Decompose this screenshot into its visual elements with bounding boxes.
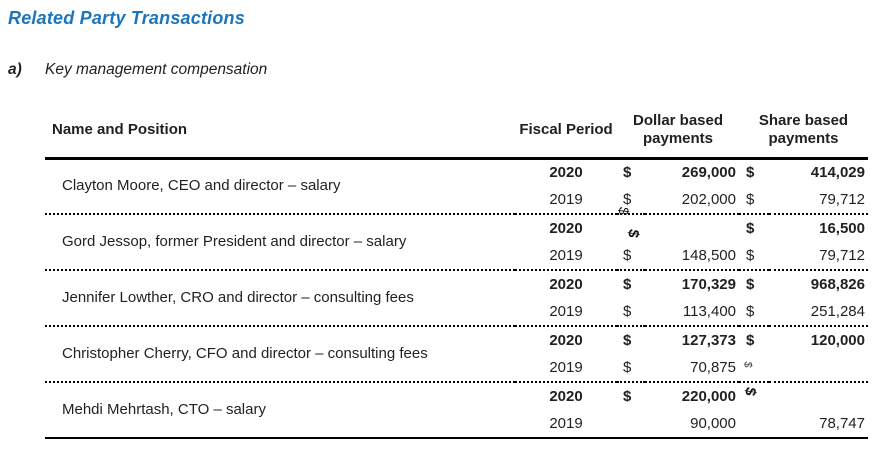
name-mehdi-mehrtash: Mehdi Mehrtash, CTO – salary [45,381,515,438]
dollar-sign: $ [739,213,769,242]
table-header-row: Name and Position Fiscal Period Dollar b… [45,104,868,158]
fiscal-year: 2020 [515,325,617,354]
table-row: Christopher Cherry, CFO and director – c… [45,325,868,382]
table-row: Mehdi Mehrtash, CTO – salary 2020 $ 220,… [45,381,868,438]
share-amount: 120,000 [769,325,868,354]
dollar-amount: 70,875 [690,359,736,376]
dollar-amount: 113,400 [682,303,736,320]
dollar-sign [739,381,769,410]
share-amount: 79,712 [819,247,865,264]
name-clayton-moore: Clayton Moore, CEO and director – salary [62,177,341,195]
fiscal-year: 2019 [549,303,583,320]
header-dollar-based-payments: Dollar based payments [632,111,724,148]
dollar-amount: 220,000 [645,381,739,410]
table-row: 2019 $ 148,500 $ 79,712 [45,242,868,270]
fiscal-year: 2020 [549,164,583,182]
table-row: 2019 $ 113,400 $ 251,284 [45,298,868,326]
dollar-sign: $ [623,164,632,182]
share-amount: 251,284 [810,303,865,320]
header-fiscal-period: Fiscal Period [519,120,613,138]
name-jennifer-lowther: Jennifer Lowther, CRO and director – con… [45,269,515,326]
dollar-amount: 202,000 [681,191,736,208]
fiscal-year: 2019 [549,191,583,208]
fiscal-year: 2020 [515,381,617,410]
table-row: Gord Jessop, former President and direct… [45,213,868,270]
dollar-amount: 127,373 [645,325,739,354]
table-row: Clayton Moore, CEO and director – salary… [45,158,868,194]
name-christopher-cherry: Christopher Cherry, CFO and director – c… [45,325,515,382]
fiscal-year: 2020 [515,213,617,242]
dollar-amount [645,213,739,242]
dollar-sign: $ [739,325,769,354]
dollar-sign: $ [746,164,755,182]
share-amount: 414,029 [810,164,865,182]
fiscal-year: 2020 [515,269,617,298]
dollar-sign [739,354,769,382]
name-gord-jessop: Gord Jessop, former President and direct… [45,213,515,270]
compensation-table: Name and Position Fiscal Period Dollar b… [45,104,868,439]
table-row: 2019 90,000 78,747 [45,410,868,438]
section-heading: a) Key management compensation [8,61,267,79]
dollar-sign: $ [617,381,645,410]
dollar-sign [617,213,645,242]
dollar-sign: $ [617,269,645,298]
table-row: Jennifer Lowther, CRO and director – con… [45,269,868,326]
dollar-sign: $ [746,191,755,208]
dollar-sign: $ [617,325,645,354]
fiscal-year: 2019 [549,247,583,264]
fiscal-year: 2019 [549,359,583,376]
share-amount: 79,712 [819,191,865,208]
section-title: Key management compensation [45,61,268,78]
section-letter: a) [8,61,22,78]
dollar-sign: $ [623,191,632,208]
dollar-amount: 170,329 [645,269,739,298]
table-row: 2019 $ 70,875 [45,354,868,382]
header-name-and-position: Name and Position [52,120,188,138]
share-amount [769,354,868,382]
dollar-sign: $ [746,303,755,320]
dollar-sign [739,410,769,438]
dollar-sign: $ [739,269,769,298]
share-amount: 78,747 [819,415,865,432]
table-row: 2019 $ 202,000 $ 79,712 [45,186,868,214]
share-amount [769,381,868,410]
share-amount: 16,500 [769,213,868,242]
fiscal-year: 2019 [549,415,583,432]
dollar-sign: $ [623,303,632,320]
dollar-sign: $ [623,359,632,376]
dollar-sign: $ [746,247,755,264]
dollar-sign: $ [623,247,632,264]
page-title: Related Party Transactions [8,8,245,28]
dollar-amount: 269,000 [681,164,736,182]
dollar-amount: 90,000 [690,415,736,432]
header-share-based-payments: Share based payments [758,111,849,148]
dollar-amount: 148,500 [681,247,736,264]
dollar-sign [617,410,645,438]
share-amount: 968,826 [769,269,868,298]
